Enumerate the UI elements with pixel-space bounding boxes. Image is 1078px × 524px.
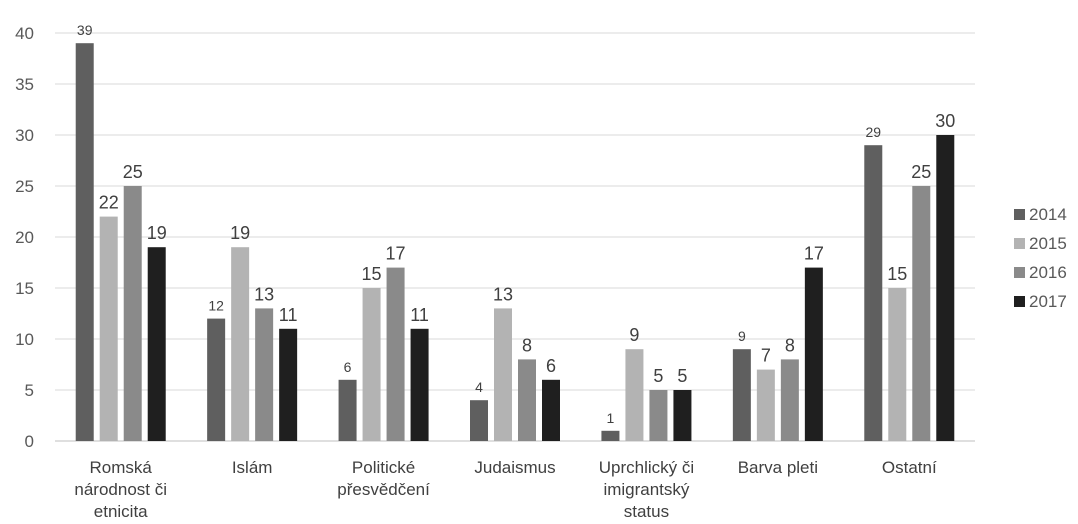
legend-swatch-2015 — [1014, 238, 1025, 249]
bar-2015 — [99, 216, 118, 441]
data-label: 19 — [147, 223, 167, 243]
y-tick-label: 5 — [25, 381, 34, 400]
legend-label: 2014 — [1029, 205, 1067, 224]
bar-2015 — [231, 247, 250, 441]
data-label: 39 — [77, 22, 93, 38]
data-label: 9 — [738, 328, 746, 344]
data-label: 19 — [230, 223, 250, 243]
bar-2014 — [864, 145, 883, 441]
data-label: 13 — [493, 284, 513, 304]
bar-2017 — [936, 135, 955, 441]
category-label: Islám — [232, 458, 273, 477]
bar-2016 — [123, 186, 142, 441]
bar-2016 — [649, 390, 668, 441]
y-tick-label: 30 — [15, 126, 34, 145]
bar-2014 — [470, 400, 488, 441]
bar-2017 — [804, 267, 823, 441]
category-label: Uprchlický či — [599, 458, 694, 477]
data-label: 12 — [208, 298, 224, 314]
category-label: Barva pleti — [738, 458, 818, 477]
category-label: přesvědčení — [337, 480, 430, 499]
bar-2014 — [207, 318, 226, 441]
legend-swatch-2016 — [1014, 267, 1025, 278]
data-label: 6 — [546, 356, 556, 376]
data-label: 7 — [761, 346, 771, 366]
data-label: 5 — [677, 366, 687, 386]
legend-label: 2017 — [1029, 292, 1067, 311]
bar-2017 — [279, 328, 298, 441]
data-label: 25 — [911, 162, 931, 182]
data-label: 11 — [279, 305, 298, 325]
data-label: 15 — [362, 264, 382, 284]
category-label: Romská — [90, 458, 153, 477]
data-label: 11 — [410, 305, 429, 325]
category-label: imigrantský — [603, 480, 689, 499]
category-label: status — [624, 502, 669, 521]
bar-2014 — [732, 349, 751, 441]
bar-2016 — [780, 359, 799, 441]
y-tick-label: 0 — [25, 432, 34, 451]
category-label: etnicita — [94, 502, 148, 521]
y-tick-label: 10 — [15, 330, 34, 349]
data-label: 30 — [935, 111, 955, 131]
category-label: národnost či — [74, 480, 167, 499]
data-label: 17 — [804, 244, 824, 264]
data-label: 29 — [865, 124, 881, 140]
data-label: 15 — [887, 264, 907, 284]
bar-2014 — [338, 379, 357, 441]
legend-swatch-2017 — [1014, 296, 1025, 307]
bar-2016 — [386, 267, 405, 441]
data-label: 8 — [785, 335, 795, 355]
bar-2016 — [255, 308, 274, 441]
bar-2017 — [542, 379, 560, 441]
data-label: 17 — [386, 244, 406, 264]
y-tick-label: 15 — [15, 279, 34, 298]
y-tick-label: 20 — [15, 228, 34, 247]
data-label: 22 — [99, 193, 119, 213]
data-label: 13 — [254, 284, 274, 304]
bar-2015 — [888, 288, 907, 441]
bar-2015 — [362, 288, 381, 441]
category-label: Ostatní — [882, 458, 937, 477]
data-label: 9 — [629, 325, 639, 345]
bar-2014 — [75, 43, 94, 441]
bar-2016 — [912, 186, 931, 441]
data-label: 6 — [344, 359, 352, 375]
legend-swatch-2014 — [1014, 209, 1025, 220]
legend-label: 2015 — [1029, 234, 1067, 253]
data-label: 25 — [123, 162, 143, 182]
bar-2017 — [410, 328, 429, 441]
bar-2015 — [494, 308, 512, 441]
data-label: 4 — [475, 379, 483, 395]
y-tick-label: 25 — [15, 177, 34, 196]
legend-label: 2016 — [1029, 263, 1067, 282]
y-tick-label: 40 — [15, 24, 34, 43]
bar-2014 — [601, 430, 620, 441]
y-tick-label: 35 — [15, 75, 34, 94]
data-label: 8 — [522, 335, 532, 355]
bar-2017 — [673, 390, 692, 441]
bar-2015 — [625, 349, 644, 441]
category-label: Judaismus — [474, 458, 555, 477]
data-label: 5 — [653, 366, 663, 386]
bar-2015 — [756, 369, 775, 441]
bar-2016 — [518, 359, 536, 441]
bar-2017 — [147, 247, 166, 441]
data-label: 1 — [607, 410, 615, 426]
category-label: Politické — [352, 458, 415, 477]
